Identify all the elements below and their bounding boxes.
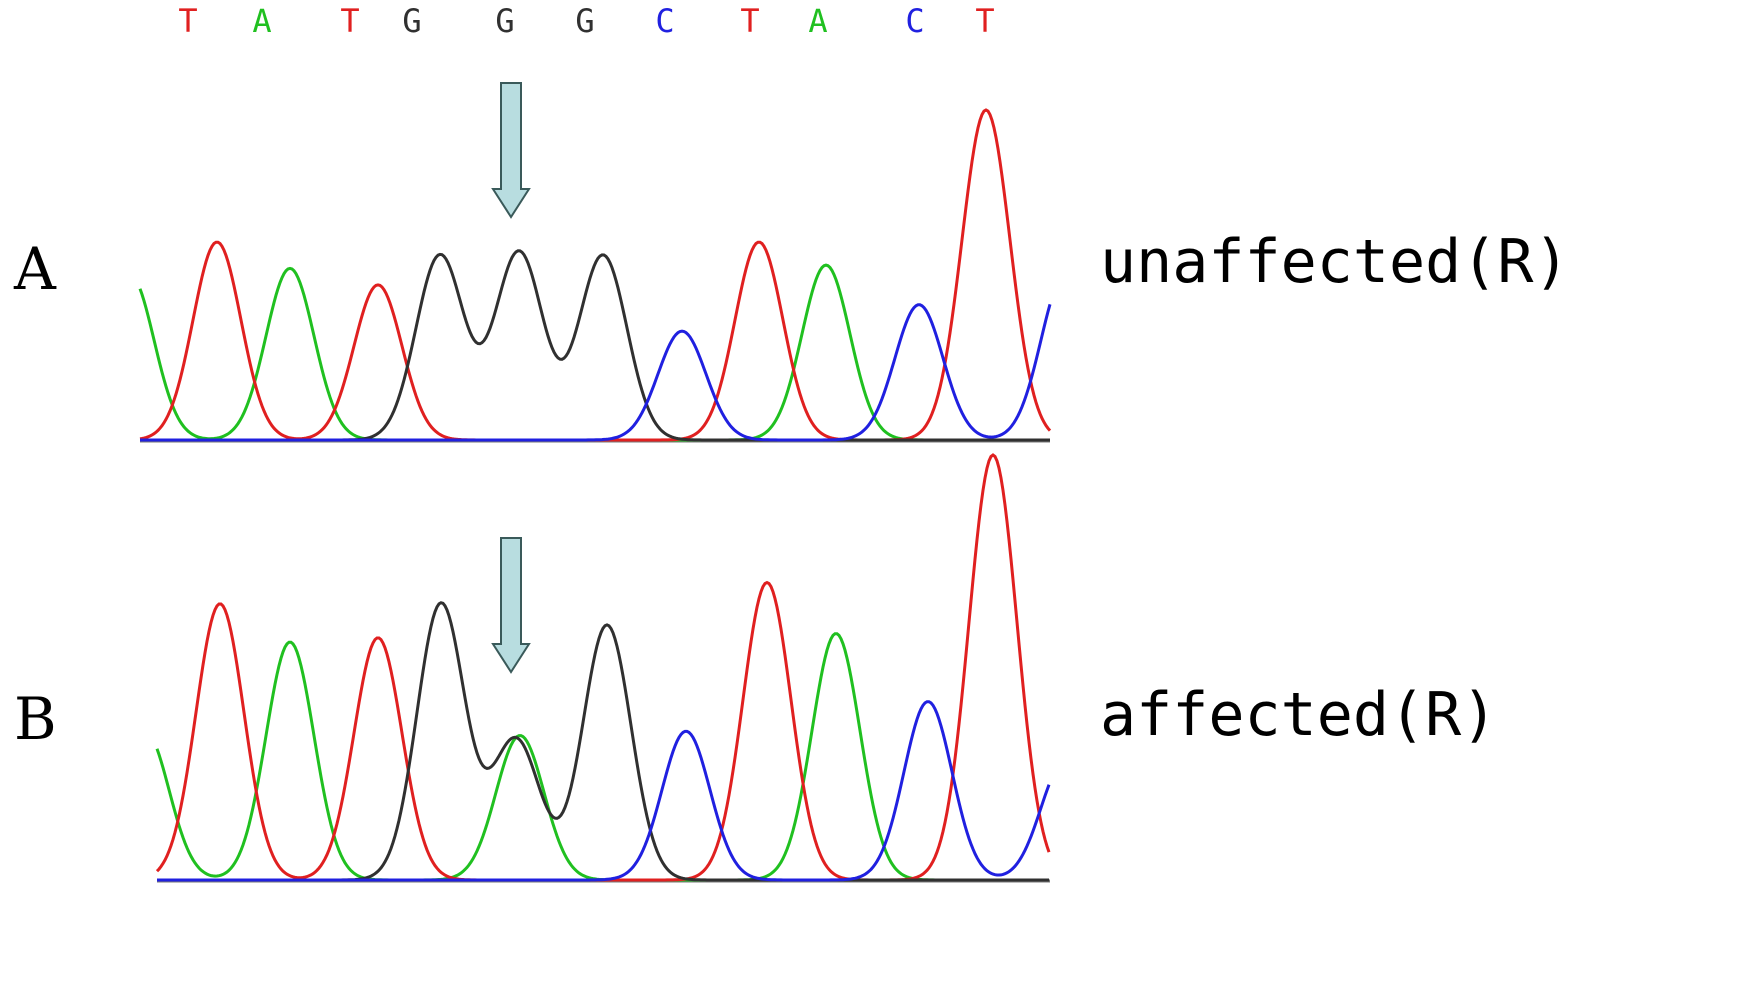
base-call-1: T	[178, 2, 198, 40]
base-call-7: C	[655, 2, 675, 40]
panel-a-label: unaffected(R)	[1100, 227, 1570, 297]
base-call-4: G	[402, 2, 422, 40]
down-arrow-icon	[491, 537, 531, 674]
trace-a-panel-b	[155, 632, 1049, 882]
down-arrow-icon	[491, 82, 531, 219]
base-call-11: T	[975, 2, 995, 40]
base-call-8: T	[740, 2, 760, 40]
panel-b-label: affected(R)	[1100, 680, 1498, 750]
chromatogram-panel-a	[138, 82, 1052, 443]
base-call-3: T	[340, 2, 360, 40]
trace-c-panel-a	[140, 303, 1052, 442]
panel-b-letter: B	[14, 685, 57, 753]
base-call-10: C	[905, 2, 925, 40]
base-call-9: A	[808, 2, 828, 40]
trace-g-panel-b	[157, 601, 1049, 882]
base-call-2: A	[252, 2, 272, 40]
trace-c-panel-b	[157, 700, 1051, 882]
trace-t-panel-b	[155, 453, 1051, 882]
panel-a-letter: A	[14, 235, 56, 303]
base-call-6: G	[575, 2, 595, 40]
base-call-5: G	[495, 2, 515, 40]
